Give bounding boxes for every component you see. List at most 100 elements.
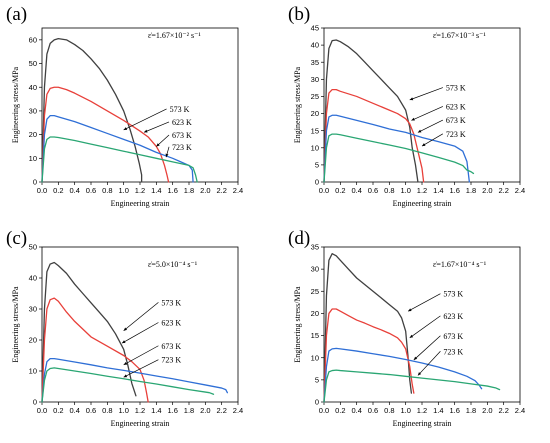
- chart-panel-a: 0.0 0.2 0.4 0.6 0.8 1.0 1.2 1.4 1.6 1.8 2.0 2.2 2.4 0…: [6, 4, 243, 208]
- y-tick-label: 5: [315, 375, 319, 384]
- y-tick-label: 30: [29, 305, 37, 314]
- annotation-arrowhead: [123, 327, 128, 331]
- x-tick-label: 2.0: [200, 406, 210, 415]
- strain-rate-label: ε̇=1.67×10⁻² s⁻¹: [148, 31, 201, 40]
- series-line-573k: [323, 39, 419, 183]
- x-tick-label: 1.2: [417, 186, 427, 195]
- y-axis-title: Engineering stress/MPa: [11, 286, 20, 363]
- strain-rate-label: ε̇=1.67×10⁻³ s⁻¹: [433, 31, 486, 40]
- annotation-label: 623 K: [161, 319, 181, 328]
- series-line-573k: [41, 261, 137, 403]
- y-axis-title: Engineering stress/MPa: [11, 66, 20, 143]
- annotation-arrowhead: [122, 340, 126, 344]
- x-tick-label: 0.8: [384, 186, 394, 195]
- chart-panel-d: 0.0 0.2 0.4 0.6 0.8 1.0 1.2 1.4 1.6 1.8 2.0 2.2 2.4 0…: [288, 228, 525, 428]
- annotation-leader: [417, 119, 444, 133]
- y-axis-title: Engineering stress/MPa: [293, 66, 302, 143]
- plot-frame-a: [41, 27, 239, 183]
- x-tick-label: 1.0: [118, 406, 128, 415]
- x-tick-label: 2.0: [482, 406, 492, 415]
- y-tick-label: 5: [315, 160, 319, 169]
- x-axis-title: Engineering strain: [393, 419, 452, 428]
- annotation-leader: [143, 121, 170, 133]
- x-tick-label: 1.2: [135, 186, 145, 195]
- y-tick-label: 40: [29, 83, 37, 92]
- x-tick-label: 0.2: [53, 406, 63, 415]
- annotation-label: 723 K: [443, 347, 463, 356]
- x-tick-label: 2.2: [216, 186, 226, 195]
- y-tick-label: 25: [311, 287, 319, 296]
- annotation-label: 623 K: [443, 312, 463, 321]
- annotation-arrowhead: [413, 356, 418, 360]
- annotation-arrowhead: [156, 143, 160, 147]
- annotation-label: 723 K: [172, 143, 192, 152]
- y-tick-label: 10: [29, 154, 37, 163]
- y-tick-label: 30: [29, 107, 37, 116]
- x-axis-title: Engineering strain: [111, 199, 170, 208]
- annotation-leader: [417, 351, 441, 376]
- x-tick-label: 0.8: [102, 406, 112, 415]
- annotation-leader: [123, 302, 159, 331]
- x-tick-label: 1.8: [184, 186, 194, 195]
- y-tick-label: 45: [311, 24, 319, 33]
- x-tick-label: 0.0: [319, 406, 329, 415]
- series-line-623k: [41, 86, 170, 183]
- x-tick-label: 1.8: [466, 186, 476, 195]
- annotation-arrowhead: [422, 143, 426, 147]
- annotation-leader: [409, 87, 443, 101]
- x-tick-label: 0.0: [37, 406, 47, 415]
- x-tick-label: 1.4: [151, 186, 161, 195]
- x-tick-label: 0.2: [53, 186, 63, 195]
- y-tick-label: 20: [29, 130, 37, 139]
- y-tick-label: 0: [33, 178, 37, 187]
- y-tick-label: 15: [311, 331, 319, 340]
- x-tick-label: 0.8: [384, 406, 394, 415]
- series-line-723k: [41, 136, 198, 183]
- series-line-573k: [41, 38, 143, 183]
- annotation-arrowhead: [144, 129, 148, 133]
- x-tick-label: 2.2: [498, 186, 508, 195]
- annotation-arrowhead: [411, 117, 415, 121]
- plot-frame-c: [41, 246, 239, 403]
- annotation-arrowhead: [123, 374, 128, 378]
- y-tick-label: 0: [315, 398, 319, 407]
- annotation-leader: [411, 106, 444, 121]
- annotation-arrowhead: [408, 308, 412, 312]
- x-tick-label: 1.6: [167, 406, 177, 415]
- panel-label: (c): [6, 228, 27, 249]
- x-tick-label: 1.2: [417, 406, 427, 415]
- x-tick-label: 0.0: [37, 186, 47, 195]
- annotation-label: 573 K: [443, 290, 463, 299]
- panel-label: (d): [288, 228, 310, 249]
- x-tick-label: 0.6: [368, 186, 378, 195]
- annotation-label: 623 K: [446, 102, 466, 111]
- annotation-label: 573 K: [170, 105, 190, 114]
- x-tick-label: 2.2: [216, 406, 226, 415]
- annotation-label: 673 K: [446, 116, 466, 125]
- annotation-leader: [421, 133, 444, 147]
- x-tick-label: 2.4: [515, 406, 525, 415]
- annotation-arrowhead: [417, 372, 422, 376]
- annotation-arrowhead: [409, 97, 414, 101]
- series-line-723k: [323, 369, 501, 403]
- annotation-label: 573 K: [446, 84, 466, 93]
- series-line-673k: [41, 357, 229, 403]
- series-line-673k: [323, 114, 471, 183]
- y-tick-label: 35: [311, 58, 319, 67]
- y-tick-label: 10: [311, 353, 319, 362]
- x-axis-title: Engineering strain: [111, 419, 170, 428]
- panel-label: (a): [6, 4, 27, 25]
- y-tick-label: 35: [311, 243, 319, 252]
- annotation-leader: [121, 322, 159, 344]
- y-axis-title: Engineering stress/MPa: [293, 286, 302, 363]
- annotation-arrowhead: [123, 127, 128, 130]
- annotation-label: 723 K: [161, 356, 181, 365]
- y-tick-label: 0: [315, 178, 319, 187]
- y-tick-label: 40: [311, 41, 319, 50]
- x-tick-label: 0.4: [69, 406, 79, 415]
- y-tick-label: 0: [33, 398, 37, 407]
- annotation-label: 723 K: [446, 130, 466, 139]
- series-line-623k: [41, 297, 149, 403]
- x-tick-label: 1.8: [184, 406, 194, 415]
- annotation-label: 623 K: [172, 118, 192, 127]
